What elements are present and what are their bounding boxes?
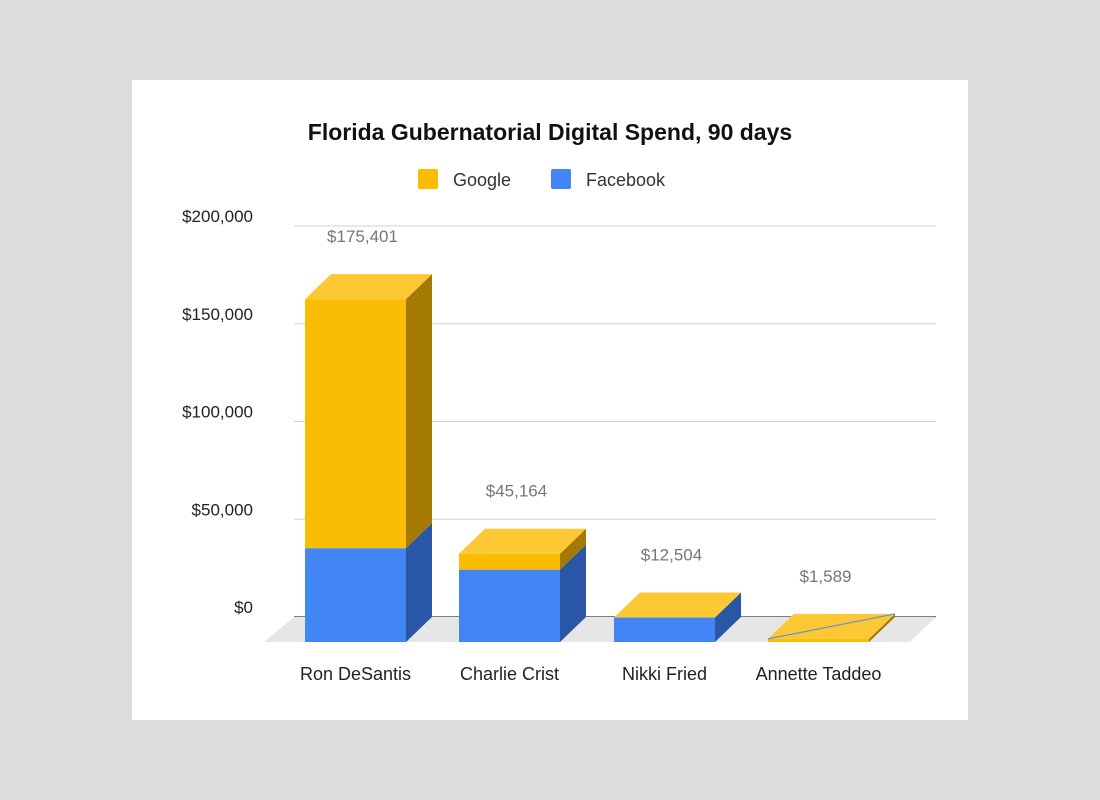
legend-swatch-facebook [551, 169, 571, 189]
google-bar-annette-taddeo-side [869, 613, 895, 642]
legend-label-google: Google [453, 170, 511, 190]
x-category-label: Annette Taddeo [756, 664, 882, 684]
chart-floor [264, 617, 936, 642]
facebook-bar-nikki-fried-side [715, 592, 741, 642]
y-tick-label: $200,000 [182, 207, 253, 226]
google-bar-charlie-crist [459, 553, 560, 570]
facebook-bar-nikki-fried [614, 617, 715, 642]
y-tick-label: $0 [234, 598, 253, 617]
data-label-charlie-crist: $45,164 [486, 482, 547, 501]
google-bar-charlie-crist-side [560, 528, 586, 570]
y-tick-label: $50,000 [192, 500, 253, 519]
bars [305, 274, 896, 642]
legend-swatch-google [418, 169, 438, 189]
google-bar-ron-desantis-side [406, 274, 432, 549]
x-category-label: Nikki Fried [622, 664, 707, 684]
bar-group-charlie-crist [459, 528, 586, 642]
chart-svg: Florida Gubernatorial Digital Spend, 90 … [182, 119, 936, 684]
data-label-nikki-fried: $12,504 [641, 546, 702, 565]
data-label-ron-desantis: $175,401 [327, 227, 398, 246]
data-label-annette-taddeo: $1,589 [800, 567, 852, 586]
google-bar-ron-desantis [305, 299, 406, 549]
facebook-bar-ron-desantis [305, 548, 406, 642]
chart-title: Florida Gubernatorial Digital Spend, 90 … [308, 119, 792, 145]
x-category-label: Ron DeSantis [300, 664, 411, 684]
x-category-label: Charlie Crist [460, 664, 559, 684]
facebook-bar-charlie-crist [459, 569, 560, 642]
facebook-bar-ron-desantis-side [406, 523, 432, 642]
bar-top-ron-desantis [305, 274, 432, 300]
bar-group-nikki-fried [614, 592, 741, 642]
y-tick-label: $100,000 [182, 403, 253, 422]
bar-top-nikki-fried [614, 592, 741, 618]
y-axis-ticks: $0 $50,000 $100,000 $150,000 $200,000 [182, 207, 253, 617]
legend: Google Facebook [418, 169, 666, 190]
bar-group-ron-desantis [305, 274, 432, 642]
google-bar-annette-taddeo [768, 638, 869, 642]
legend-label-facebook: Facebook [586, 170, 666, 190]
bar-top-charlie-crist [459, 528, 586, 554]
x-axis-categories: Ron DeSantis Charlie Crist Nikki Fried Anne… [300, 664, 881, 684]
data-labels: $175,401 $45,164 $12,504 $1,589 [327, 227, 851, 586]
facebook-bar-charlie-crist-side [560, 544, 586, 642]
bar-edge-annette-taddeo [767, 613, 896, 640]
y-tick-label: $150,000 [182, 305, 253, 324]
bar-group-annette-taddeo [767, 613, 896, 642]
chart-card: Florida Gubernatorial Digital Spend, 90 … [132, 80, 968, 720]
